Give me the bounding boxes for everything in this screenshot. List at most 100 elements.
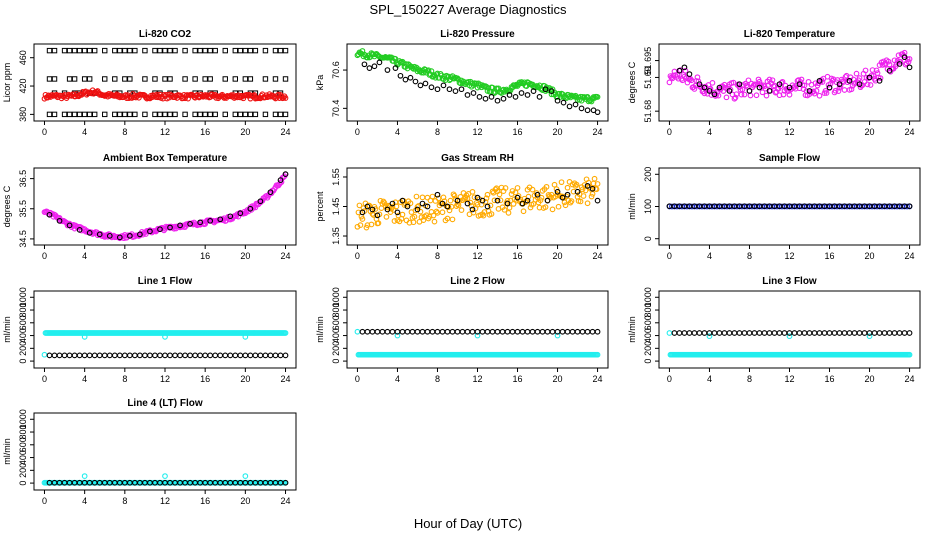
data-point — [721, 330, 728, 336]
x-tick-label: 4 — [707, 374, 712, 384]
data-point — [696, 81, 703, 88]
data-point — [76, 47, 83, 54]
data-point — [726, 330, 733, 336]
data-point — [419, 328, 426, 335]
data-point — [262, 111, 269, 118]
data-point — [91, 111, 98, 118]
data-point — [806, 330, 813, 336]
data-point — [891, 330, 898, 336]
panel-2: Li-820 Temperature degrees C 0 4 8 12 16 20 24 51… — [627, 29, 921, 137]
data-point — [796, 330, 803, 336]
data-point — [582, 187, 589, 194]
x-tick-label: 8 — [122, 374, 127, 384]
data-point — [766, 330, 773, 336]
data-point — [819, 79, 826, 85]
data-point — [864, 81, 871, 88]
data-point — [157, 111, 163, 118]
data-point — [197, 352, 204, 359]
y-tick-label: 600 — [18, 315, 28, 330]
panel-title: Li-820 CO2 — [139, 29, 192, 40]
y-tick-label: 800 — [643, 303, 653, 318]
data-point — [514, 328, 521, 335]
data-point — [459, 328, 466, 335]
data-point — [906, 203, 913, 210]
data-point — [399, 211, 406, 218]
data-point — [439, 209, 446, 216]
y-axis-label: degrees C — [627, 61, 637, 103]
data-point — [402, 76, 409, 83]
data-point — [212, 352, 219, 359]
data-point — [716, 330, 723, 336]
x-tick-label: 24 — [281, 251, 291, 261]
data-point — [467, 199, 474, 206]
x-tick-label: 4 — [395, 127, 400, 137]
data-point — [272, 352, 279, 359]
y-tick-label: 380 — [18, 107, 28, 122]
data-point — [282, 330, 289, 336]
data-point — [371, 63, 378, 70]
data-point — [375, 220, 382, 226]
data-point — [282, 111, 289, 118]
data-point — [117, 47, 123, 54]
data-point — [182, 111, 188, 118]
data-point — [157, 226, 163, 233]
x-tick-label: 0 — [42, 127, 47, 137]
data-point — [866, 74, 873, 81]
data-point — [242, 473, 249, 479]
data-point — [458, 86, 465, 93]
y-tick-label: 200 — [643, 341, 653, 356]
data-point — [564, 328, 571, 335]
data-point — [277, 111, 284, 118]
data-point — [122, 76, 128, 82]
data-point — [424, 203, 431, 210]
data-point — [177, 352, 183, 359]
data-point — [66, 222, 73, 229]
data-point — [202, 47, 208, 54]
y-tick-label: 0 — [18, 481, 28, 486]
figure-title: SPL_150227 Average Diagnostics — [369, 2, 567, 17]
data-point — [529, 186, 536, 193]
data-point — [282, 171, 289, 177]
data-point — [504, 197, 511, 204]
data-point — [147, 228, 153, 235]
data-point — [792, 85, 799, 92]
x-tick-label: 8 — [122, 496, 127, 506]
x-tick-label: 8 — [435, 374, 440, 384]
y-tick-label: 200 — [18, 463, 28, 478]
data-point — [152, 352, 158, 359]
data-point — [821, 330, 828, 336]
data-point — [806, 88, 813, 94]
data-point — [873, 67, 880, 74]
data-point — [409, 328, 416, 335]
data-point — [581, 182, 588, 188]
data-point — [826, 330, 833, 336]
data-point — [237, 111, 244, 118]
data-point — [676, 67, 683, 74]
data-point — [414, 204, 421, 210]
data-point — [753, 92, 760, 99]
data-point — [142, 76, 148, 82]
data-point — [370, 212, 377, 218]
data-point — [61, 47, 68, 54]
data-point — [676, 330, 683, 336]
x-tick-label: 12 — [160, 127, 170, 137]
data-point — [831, 330, 838, 336]
data-point — [886, 330, 893, 336]
data-point — [272, 47, 279, 54]
data-point — [428, 68, 435, 74]
data-point — [207, 217, 214, 224]
data-point — [172, 47, 178, 54]
x-tick-label: 4 — [395, 374, 400, 384]
data-point — [449, 328, 456, 335]
x-tick-label: 12 — [160, 251, 170, 261]
data-point — [756, 78, 763, 85]
data-point — [102, 76, 108, 82]
data-point — [272, 76, 279, 82]
y-tick-label: 600 — [643, 315, 653, 330]
x-tick-label: 20 — [553, 374, 563, 384]
data-point — [262, 352, 269, 359]
data-point — [871, 330, 878, 336]
data-point — [756, 330, 763, 336]
data-point — [589, 328, 596, 335]
data-point — [192, 47, 198, 54]
